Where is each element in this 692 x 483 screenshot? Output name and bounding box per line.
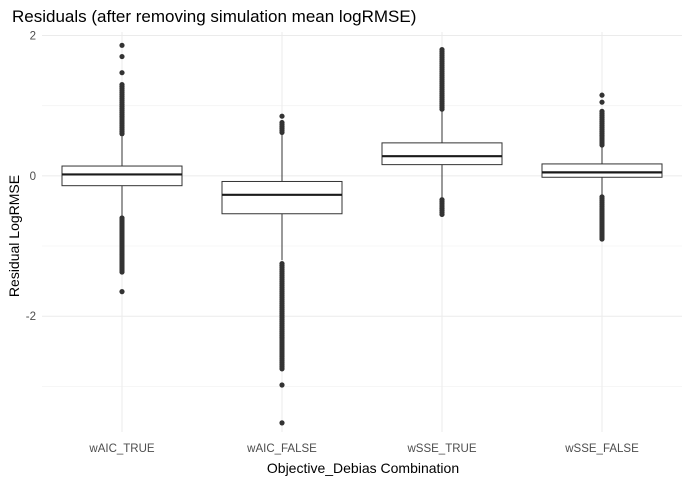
x-tick-label: wAIC_FALSE [246,443,317,455]
y-tick-label: -2 [26,311,36,323]
outlier-point [119,42,125,48]
x-tick-label: wSSE_FALSE [564,443,639,455]
box-group [221,113,343,426]
outlier-point [119,269,125,275]
grid-lines [42,32,682,432]
iqr-box [541,163,663,178]
box-group [541,92,663,242]
y-tick-label: 2 [30,31,36,43]
x-tick-label: wAIC_TRUE [88,443,155,455]
x-tick-label: wSSE_TRUE [406,443,476,455]
outlier-point [439,211,445,218]
x-axis-title: Objective_Debias Combination [267,460,459,476]
outlier-point [119,289,125,295]
iqr-box [381,142,503,166]
outlier-point [599,142,605,148]
iqr-box [221,180,343,215]
outlier-point [119,70,125,76]
box-group [61,42,183,295]
outlier-point [599,236,605,242]
outlier-point [599,92,605,98]
x-tick-labels: wAIC_TRUE wAIC_FALSE wSSE_TRUE wSSE_FALSE [88,443,639,455]
outlier-point [119,131,125,137]
outlier-point [279,129,285,135]
outlier-point [119,53,125,60]
box-group [381,46,503,218]
outlier-point [279,113,285,119]
outlier-point [279,420,285,426]
iqr-box [61,165,183,187]
chart-title: Residuals (after removing simulation mea… [12,7,416,26]
outlier-point [279,382,285,388]
y-tick-label: 0 [30,171,36,183]
y-tick-labels: -2 0 2 [26,31,36,324]
outlier-point [279,366,285,372]
box-series [61,42,663,426]
outlier-point [439,106,445,112]
y-axis-title: Residual LogRMSE [6,175,22,297]
outlier-point [599,99,605,105]
